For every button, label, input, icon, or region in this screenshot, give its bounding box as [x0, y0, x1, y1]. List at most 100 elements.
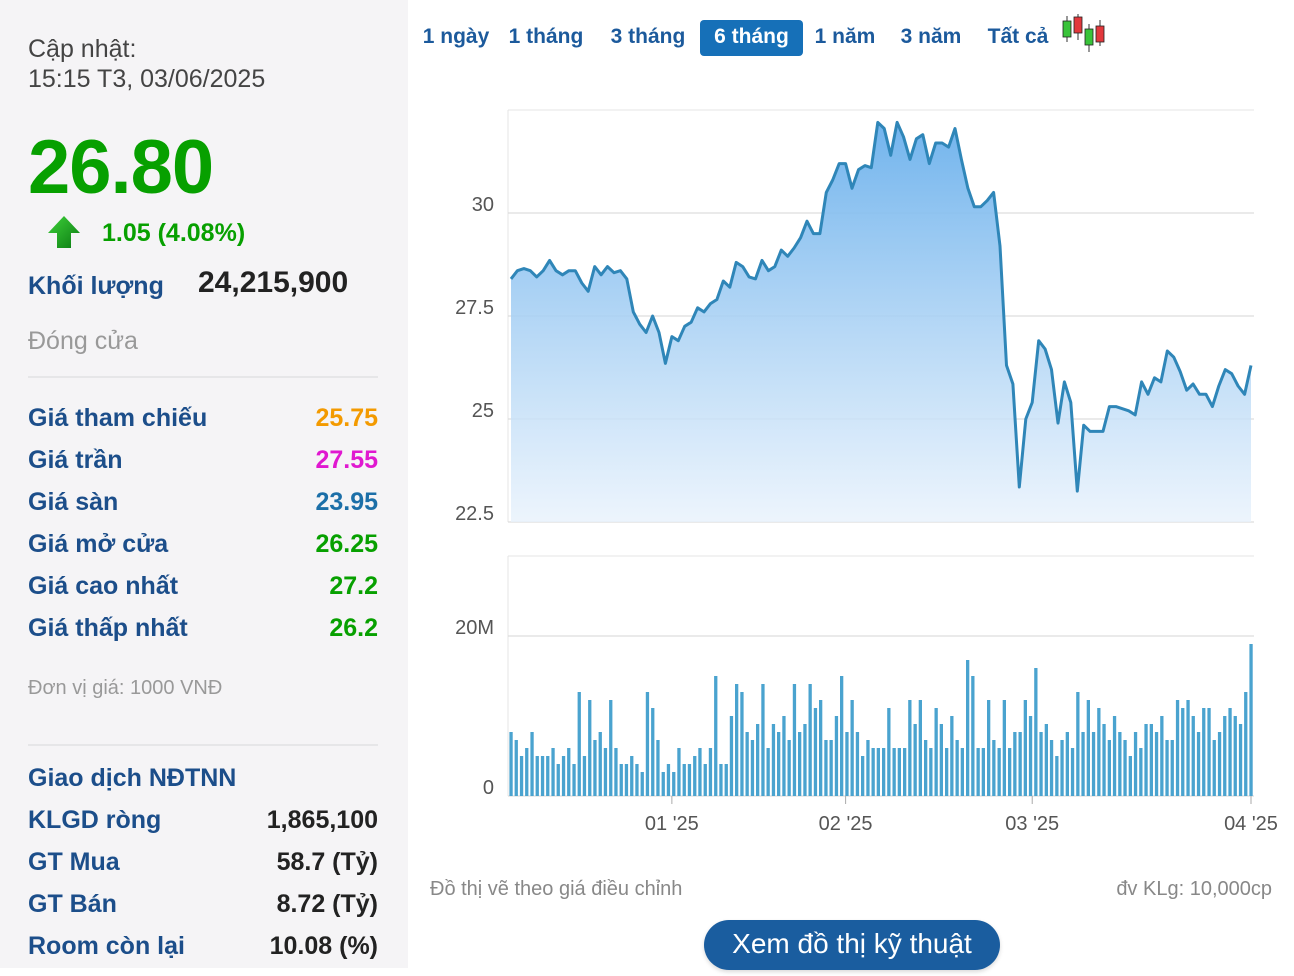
volume-bar — [745, 732, 749, 796]
tab-6-months[interactable]: 6 tháng — [700, 20, 803, 56]
volume-bar — [798, 732, 802, 796]
high-price-row: Giá cao nhất 27.2 — [28, 572, 378, 602]
volume-bar — [840, 676, 844, 796]
price-change: 1.05 (4.08%) — [102, 219, 246, 247]
row-label: Giá tham chiếu — [28, 404, 208, 432]
volume-bar — [808, 684, 812, 796]
volume-bar — [1202, 708, 1206, 796]
technical-chart-button[interactable]: Xem đồ thị kỹ thuật — [704, 920, 1000, 970]
volume-bar — [1228, 708, 1232, 796]
volume-bar — [682, 764, 686, 796]
y-tick-label: 22.5 — [455, 503, 494, 525]
volume-bar — [1055, 756, 1059, 796]
volume-bar — [939, 724, 943, 796]
volume-bar — [635, 764, 639, 796]
volume-bar — [1118, 732, 1122, 796]
volume-bar — [1160, 716, 1164, 796]
volume-bar — [603, 748, 608, 796]
volume-bar — [519, 756, 524, 796]
volume-bar — [1076, 692, 1080, 796]
volume-bar — [966, 660, 970, 796]
volume-bar — [892, 748, 896, 796]
volume-bar — [761, 684, 765, 796]
volume-value: 24,215,900 — [198, 266, 349, 299]
volume-bar — [582, 756, 587, 796]
volume-bar — [1039, 732, 1043, 796]
volume-bar — [1207, 708, 1211, 796]
volume-bar — [803, 724, 807, 796]
row-label: Giá trần — [28, 446, 123, 474]
tab-all[interactable]: Tất cả — [987, 25, 1049, 48]
buy-value-row: GT Mua 58.7 (Tỷ) — [28, 848, 378, 878]
tab-3-months[interactable]: 3 tháng — [610, 25, 686, 48]
volume-bar — [651, 708, 655, 796]
tab-1-month[interactable]: 1 tháng — [508, 25, 584, 48]
updated-label: Cập nhật: — [28, 35, 137, 63]
volume-bar — [593, 740, 597, 796]
volume-bar — [882, 748, 886, 796]
candlestick-chart-icon[interactable] — [1060, 14, 1106, 54]
volume-bar — [1028, 716, 1033, 796]
row-label: Giá cao nhất — [28, 572, 179, 600]
tab-1-year[interactable]: 1 năm — [814, 25, 876, 48]
volume-bar — [1249, 644, 1253, 796]
volume-bar — [955, 740, 959, 796]
volume-label: Khối lượng — [28, 272, 164, 300]
volume-bar — [918, 700, 922, 796]
row-label: Giá mở cửa — [28, 530, 169, 558]
price-line — [509, 120, 1253, 493]
volume-bar — [567, 748, 571, 796]
volume-bar — [976, 748, 980, 796]
volume-bar — [766, 748, 770, 796]
volume-bar — [813, 708, 818, 796]
volume-bar — [1002, 700, 1006, 796]
volume-bar — [871, 748, 875, 796]
price-unit-note: Đơn vị giá: 1000 VNĐ — [28, 677, 223, 699]
volume-bar — [887, 708, 891, 796]
reference-price-row: Giá tham chiếu 25.75 — [28, 404, 378, 434]
volume-bar — [1196, 732, 1201, 796]
volume-bar — [703, 764, 707, 796]
row-label: Giá thấp nhất — [28, 614, 188, 642]
divider — [28, 744, 378, 746]
tab-1-day[interactable]: 1 ngày — [422, 25, 490, 48]
tab-3-years[interactable]: 3 năm — [900, 25, 962, 48]
volume-bar — [1107, 740, 1111, 796]
volume-bar — [861, 756, 865, 796]
divider — [28, 376, 378, 378]
volume-bar — [577, 692, 581, 796]
price-area — [511, 122, 1251, 523]
volume-bar — [992, 740, 996, 796]
volume-bar — [750, 740, 755, 796]
volume-bar — [614, 748, 618, 796]
volume-bar — [672, 772, 676, 796]
volume-bar — [572, 764, 576, 796]
volume-bar — [724, 764, 728, 796]
volume-bar — [1091, 732, 1096, 796]
volume-bar — [1018, 732, 1022, 796]
volume-bar — [792, 684, 797, 796]
volume-bar — [1165, 740, 1169, 796]
row-value: 10.08 (%) — [269, 932, 378, 960]
volume-bar — [609, 700, 613, 796]
current-price: 26.80 — [28, 125, 214, 210]
volume-bar — [1102, 724, 1106, 796]
volume-bar — [1186, 700, 1190, 796]
volume-bar — [556, 764, 560, 796]
volume-bar — [1081, 732, 1085, 796]
row-label: GT Mua — [28, 848, 120, 876]
net-volume-row: KLGD ròng 1,865,100 — [28, 806, 378, 836]
volume-bar — [677, 748, 681, 796]
volume-bar — [1175, 700, 1180, 796]
volume-bar — [787, 740, 791, 796]
volume-bar — [834, 716, 839, 796]
row-value: 27.55 — [315, 446, 378, 474]
volume-bar — [1070, 748, 1075, 796]
volume-bar — [908, 700, 912, 796]
volume-bar — [719, 764, 723, 796]
volume-bar — [929, 748, 933, 796]
volume-bar — [981, 748, 985, 796]
volume-bar — [1008, 748, 1012, 796]
volume-bar — [535, 756, 539, 796]
volume-bar — [950, 716, 954, 796]
